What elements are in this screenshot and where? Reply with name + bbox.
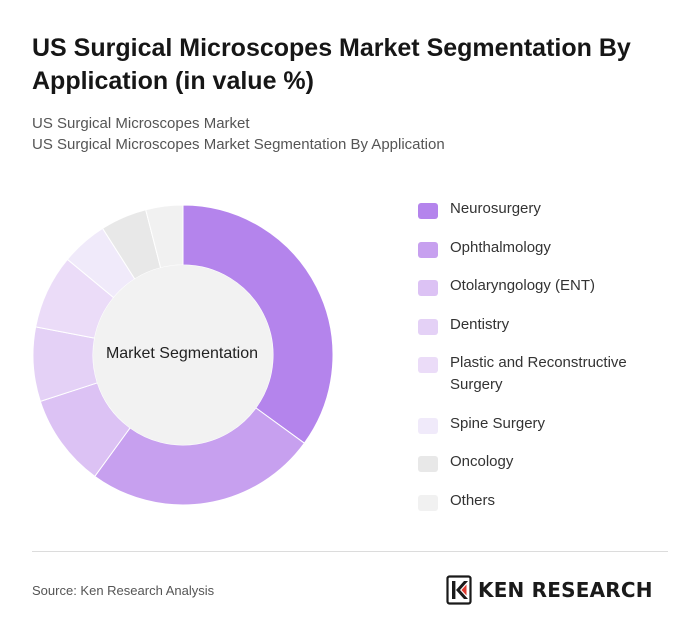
- legend-swatch: [418, 280, 438, 296]
- legend-label: Dentistry: [450, 315, 510, 333]
- subtitle-line-1: US Surgical Microscopes Market: [32, 115, 250, 132]
- brand-name: KEN RESEARCH: [478, 578, 653, 602]
- brand-logo: KEN RESEARCH: [446, 575, 653, 605]
- chart-legend: Neurosurgery Ophthalmology Otolaryngology …: [418, 198, 678, 528]
- chart-title: US Surgical Microscopes Market Segmentat…: [32, 34, 631, 95]
- legend-swatch: [418, 357, 438, 373]
- legend-swatch: [418, 456, 438, 472]
- legend-item: Dentistry: [418, 314, 678, 336]
- legend-swatch: [418, 241, 438, 258]
- legend-label: Ophthalmology: [450, 238, 551, 256]
- legend-swatch: [418, 494, 438, 511]
- donut-center-label: Market Segmentation: [105, 345, 259, 362]
- legend-item: Neurosurgery: [418, 198, 678, 220]
- legend-item: Others: [418, 490, 678, 512]
- legend-label: Otolaryngology (ENT): [450, 277, 596, 294]
- donut-slice-ophthalmology: [94, 407, 306, 506]
- chart-subtitle: US Surgical Microscopes Market US Surgic…: [32, 113, 672, 155]
- legend-item: Spine Surgery: [418, 413, 678, 435]
- legend-label: Others: [450, 491, 496, 509]
- legend-swatch: [418, 318, 438, 335]
- legend-item: Plastic and Reconstructive Surgery: [418, 352, 678, 396]
- ken-research-k-logo-icon: [446, 575, 472, 605]
- footer-divider: [32, 551, 668, 552]
- donut-chart: [32, 204, 334, 506]
- legend-label: Spine Surgery: [450, 414, 546, 432]
- subtitle-line-2: US Surgical Microscopes Market Segmentat…: [32, 136, 445, 153]
- legend-swatch: [418, 203, 438, 219]
- donut-center: [93, 265, 273, 445]
- legend-label: Oncology: [450, 453, 514, 470]
- legend-item: Ophthalmology: [418, 237, 678, 259]
- source-note: Source: Ken Research Analysis: [32, 583, 215, 598]
- legend-label: Neurosurgery: [450, 200, 541, 217]
- legend-label: Plastic and Reconstructive Surgery: [450, 354, 627, 393]
- legend-item: Otolaryngology (ENT): [418, 275, 678, 297]
- legend-swatch: [418, 417, 438, 434]
- legend-item: Oncology: [418, 451, 678, 473]
